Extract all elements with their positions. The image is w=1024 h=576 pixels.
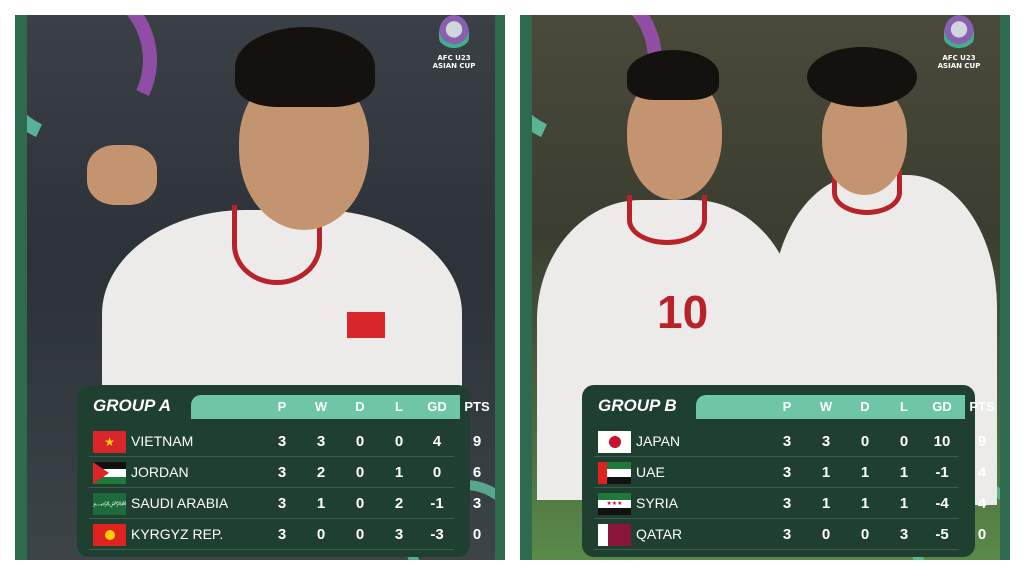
cell-pts: 3 [472,495,482,512]
saudi-arabia-flag-icon: ﷽ [93,493,126,515]
table-row: KYRGYZ REP. 3 0 0 3 -3 0 [89,520,481,550]
cell-pts: 0 [472,526,482,543]
afc-u23-asian-cup-logo: AFC U23 ASIAN CUP [934,15,984,70]
table-row: ★★★ SYRIA 3 1 1 1 -4 4 [594,489,986,519]
cell-gd: 0 [432,464,442,481]
cell-d: 0 [860,433,870,450]
uae-flag-icon [598,462,631,484]
cell-p: 3 [277,433,287,450]
table-row: UAE 3 1 1 1 -1 4 [594,458,986,488]
cell-l: 1 [899,495,909,512]
group-a-panel: AFC U23 ASIAN CUP GROUP A P W D L GD PTS ★ VIETNA… [15,15,505,560]
cell-l: 2 [394,495,404,512]
cell-l: 3 [899,526,909,543]
cell-pts: 0 [977,526,987,543]
column-header-l: L [900,399,908,414]
afc-u23-asian-cup-logo: AFC U23 ASIAN CUP [429,15,479,70]
cell-l: 0 [394,433,404,450]
column-header-p: P [782,399,792,414]
qatar-flag-icon [598,524,631,546]
column-header-w: W [314,399,328,414]
column-header-d: D [860,399,870,414]
cell-p: 3 [277,526,287,543]
cell-l: 1 [899,464,909,481]
cell-l: 1 [394,464,404,481]
group-title: GROUP A [93,396,172,415]
column-header-bar: P W D L GD PTS [696,395,995,419]
column-header-l: L [395,399,403,414]
group-b-standings-table: GROUP B P W D L GD PTS JAPAN 3 3 0 0 10 9 UAE 3 1 1 1 -1 4 ★★… [582,385,995,557]
vietnam-flag-patch [347,312,385,338]
column-header-p: P [277,399,287,414]
table-row: JORDAN 3 2 0 1 0 6 [89,458,481,488]
table-row: QATAR 3 0 0 3 -5 0 [594,520,986,550]
column-header-w: W [819,399,833,414]
group-title: GROUP B [598,396,677,415]
cell-p: 3 [782,433,792,450]
table-row: JAPAN 3 3 0 0 10 9 [594,427,986,457]
cell-gd: -3 [430,526,444,543]
cell-pts: 4 [977,495,987,512]
cell-p: 3 [782,464,792,481]
cell-p: 3 [277,495,287,512]
japan-flag-icon [598,431,631,453]
column-header-pts: PTS [464,399,490,414]
team-name: JORDAN [131,464,189,480]
cell-d: 0 [355,526,365,543]
team-name: UAE [636,464,665,480]
column-header-pts: PTS [969,399,995,414]
cell-w: 0 [821,526,831,543]
cell-d: 1 [860,495,870,512]
team-name: KYRGYZ REP. [131,526,224,542]
cell-p: 3 [782,495,792,512]
cell-w: 3 [316,433,326,450]
cell-gd: -1 [935,464,949,481]
column-header-gd: GD [427,399,447,414]
team-name: VIETNAM [131,433,194,449]
group-b-panel: 10 AFC U23 ASIAN CUP GROUP B P W D L GD PTS JAPA… [520,15,1010,560]
shirt-number: 10 [657,286,709,338]
cell-w: 2 [316,464,326,481]
kyrgyzstan-flag-icon [93,524,126,546]
cell-d: 0 [355,433,365,450]
jordan-flag-icon [93,462,126,484]
cell-d: 0 [860,526,870,543]
cell-gd: 10 [933,433,951,450]
cell-w: 3 [821,433,831,450]
cell-l: 3 [394,526,404,543]
cell-l: 0 [899,433,909,450]
column-header-d: D [355,399,365,414]
cell-d: 0 [355,464,365,481]
column-header-gd: GD [932,399,952,414]
table-row: ★ VIETNAM 3 3 0 0 4 9 [89,427,481,457]
cell-w: 0 [316,526,326,543]
syria-flag-icon: ★★★ [598,493,631,515]
table-row: ﷽ SAUDI ARABIA 3 1 0 2 -1 3 [89,489,481,519]
team-name: SAUDI ARABIA [131,495,229,511]
cell-pts: 4 [977,464,987,481]
cell-gd: -4 [935,495,949,512]
cell-gd: -5 [935,526,949,543]
cell-p: 3 [277,464,287,481]
cell-d: 1 [860,464,870,481]
cell-w: 1 [316,495,326,512]
cell-p: 3 [782,526,792,543]
cell-pts: 6 [472,464,482,481]
team-name: JAPAN [636,433,681,449]
team-name: SYRIA [636,495,679,511]
vietnam-flag-icon: ★ [93,431,126,453]
group-a-standings-table: GROUP A P W D L GD PTS ★ VIETNAM 3 3 0 0 4 9 JORDAN 3 2 0 1… [77,385,490,557]
cell-pts: 9 [977,433,987,450]
cell-pts: 9 [472,433,482,450]
column-header-bar: P W D L GD PTS [191,395,490,419]
cell-d: 0 [355,495,365,512]
cell-w: 1 [821,495,831,512]
cell-gd: 4 [432,433,442,450]
cell-w: 1 [821,464,831,481]
team-name: QATAR [636,526,683,542]
cell-gd: -1 [430,495,444,512]
